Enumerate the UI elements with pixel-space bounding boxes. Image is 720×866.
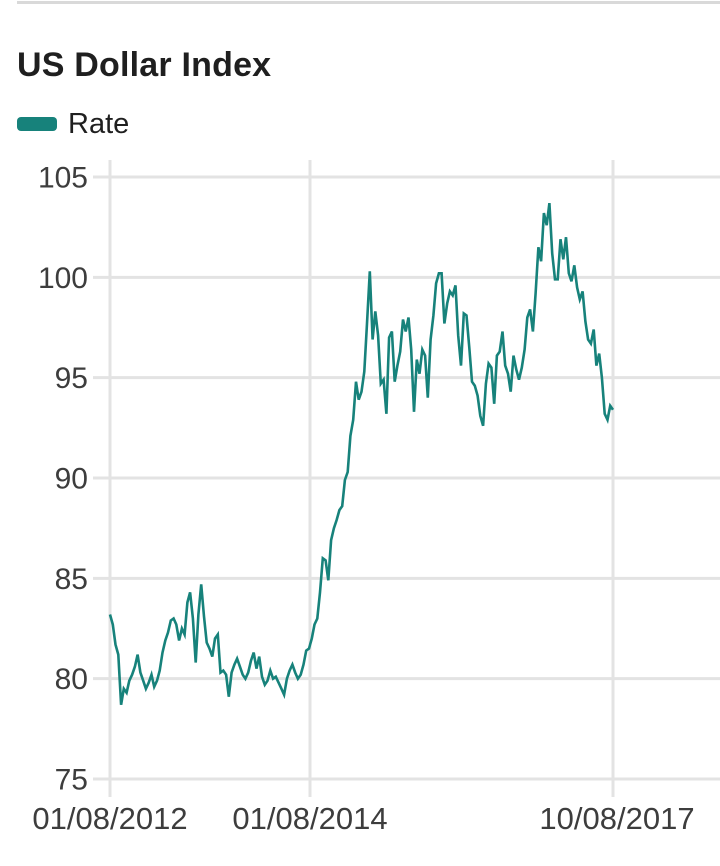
top-divider (17, 1, 720, 4)
y-tick-label: 75 (55, 764, 88, 797)
legend-label: Rate (68, 108, 130, 140)
rate-line-series (108, 202, 615, 706)
chart-plot-area[interactable]: 105 100 95 90 85 80 75 01/08/2012 01/08/2014 10/0… (0, 160, 720, 866)
x-tick-label: 01/08/2014 (232, 801, 387, 836)
x-tick-label: 01/08/2012 (32, 801, 187, 836)
y-tick-label: 105 (38, 162, 88, 195)
legend-swatch (17, 117, 57, 131)
y-tick-label: 80 (55, 663, 88, 696)
x-tick-label: 10/08/2017 (539, 801, 694, 836)
y-tick-label: 95 (55, 362, 88, 395)
y-tick-label: 100 (38, 262, 88, 295)
y-tick-label: 90 (55, 463, 88, 496)
chart-title: US Dollar Index (17, 46, 272, 84)
legend-item-rate[interactable]: Rate (17, 108, 130, 140)
y-tick-label: 85 (55, 563, 88, 596)
